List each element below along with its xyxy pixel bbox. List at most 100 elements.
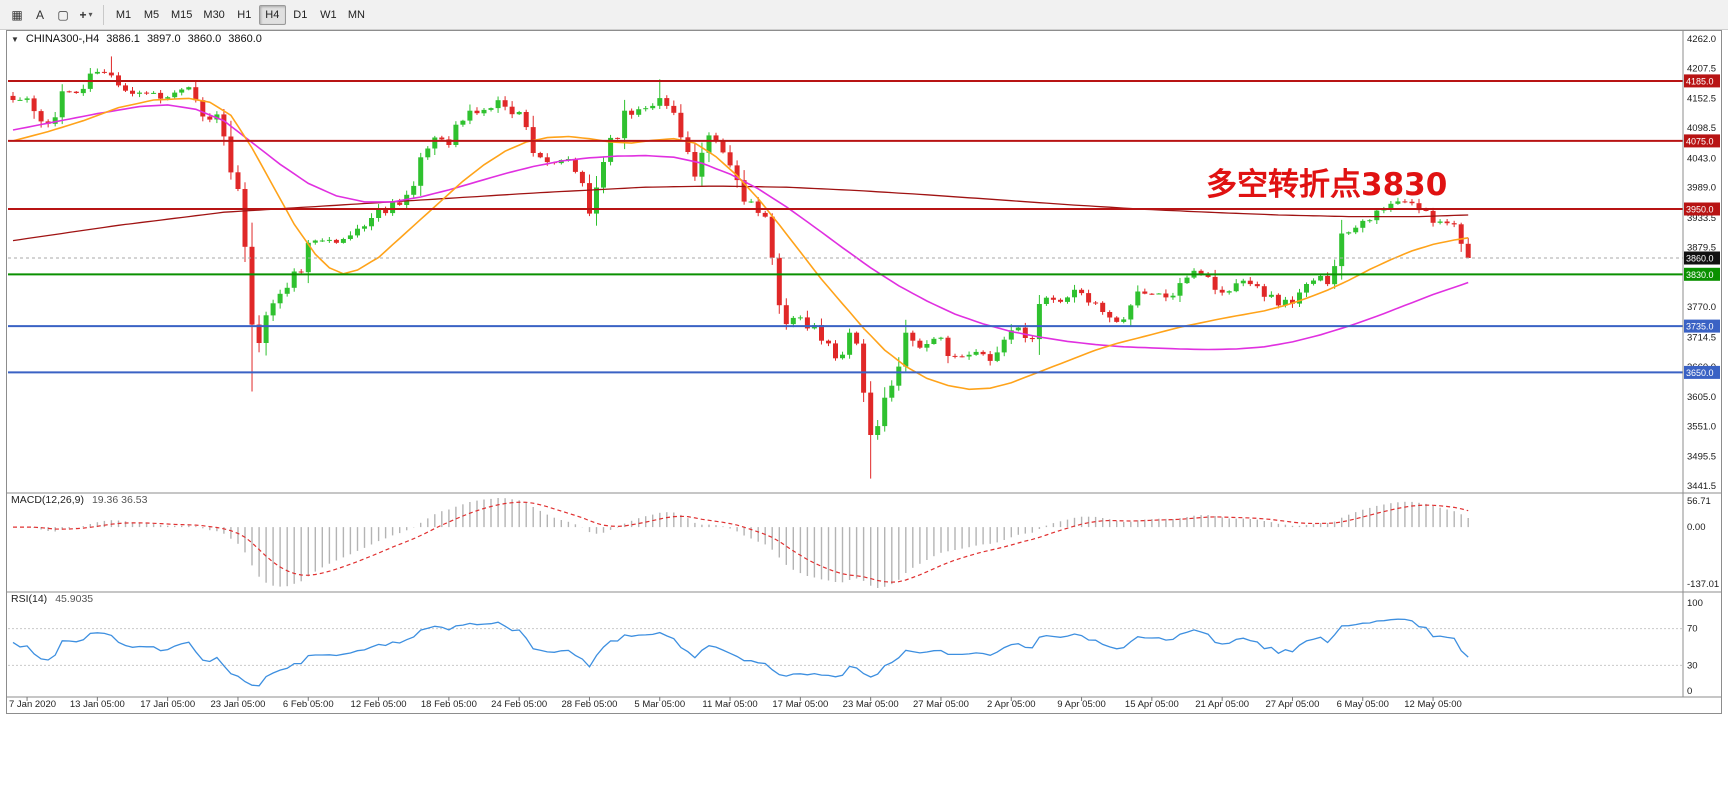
- cursor-tool-button[interactable]: A: [35, 7, 44, 22]
- price-tag: 3830.0: [1684, 267, 1720, 281]
- macd-signal-line: [13, 501, 1469, 583]
- macd-panel: 56.71 0.00 -137.01: [13, 496, 1719, 590]
- macd-label: MACD(12,26,9) 19.36 36.53: [11, 494, 147, 506]
- svg-text:3830.0: 3830.0: [1686, 270, 1714, 280]
- svg-text:21 Apr 05:00: 21 Apr 05:00: [1195, 699, 1249, 710]
- timeframe-button-w1[interactable]: W1: [320, 8, 337, 21]
- svg-text:7 Jan 2020: 7 Jan 2020: [9, 699, 56, 710]
- svg-text:-137.01: -137.01: [1687, 579, 1719, 590]
- candles-layer: [10, 56, 1471, 479]
- svg-text:4043.0: 4043.0: [1687, 153, 1716, 164]
- crosshair-icon: +: [79, 7, 87, 22]
- svg-text:3860.0: 3860.0: [1686, 254, 1714, 264]
- open-value: 3886.1: [106, 33, 140, 45]
- svg-text:3441.5: 3441.5: [1687, 481, 1716, 492]
- horizontal-lines: [8, 79, 1683, 374]
- time-axis[interactable]: 7 Jan 2020 13 Jan 05:00 17 Jan 05:00 23 Jan…: [7, 696, 1721, 710]
- svg-text:28 Feb 05:00: 28 Feb 05:00: [561, 699, 617, 710]
- price-tag: 3650.0: [1684, 365, 1720, 379]
- price-chart[interactable]: 7 Jan 2020 13 Jan 05:00 17 Jan 05:00 23 Jan…: [7, 31, 1721, 713]
- price-tag: 3860.0: [1684, 251, 1720, 265]
- svg-text:13 Jan 05:00: 13 Jan 05:00: [70, 699, 125, 710]
- rsi-line: [12, 618, 1469, 687]
- rsi-value: 45.9035: [55, 593, 94, 605]
- timeframe-button-m30[interactable]: M30: [203, 8, 225, 21]
- close-value: 3860.0: [228, 33, 262, 45]
- svg-text:3879.5: 3879.5: [1687, 242, 1716, 253]
- svg-text:24 Feb 05:00: 24 Feb 05:00: [491, 699, 547, 710]
- svg-text:27 Mar 05:00: 27 Mar 05:00: [913, 699, 969, 710]
- price-tag: 4075.0: [1684, 134, 1720, 148]
- svg-text:4152.5: 4152.5: [1687, 94, 1716, 105]
- toolbar: ▦ A ▢ + ▾ M1 M5 M15 M30 H1 H4 D1 W1 MN: [0, 0, 1728, 30]
- symbol-info: ▼ CHINA300-,H4 3886.1 3897.0 3860.0 3860…: [11, 33, 262, 45]
- svg-text:3989.0: 3989.0: [1687, 183, 1716, 194]
- select-tool-icon[interactable]: ▢: [57, 7, 69, 22]
- svg-text:12 May 05:00: 12 May 05:00: [1404, 699, 1462, 710]
- timeframe-button-h1[interactable]: H1: [237, 8, 252, 21]
- svg-text:17 Mar 05:00: 17 Mar 05:00: [772, 699, 828, 710]
- svg-text:4075.0: 4075.0: [1686, 136, 1714, 146]
- svg-text:3714.5: 3714.5: [1687, 332, 1716, 343]
- dropdown-caret-icon: ▾: [88, 10, 93, 19]
- chart-window: 7 Jan 2020 13 Jan 05:00 17 Jan 05:00 23 Jan…: [6, 30, 1722, 714]
- timeframe-button-d1[interactable]: D1: [293, 8, 308, 21]
- svg-text:27 Apr 05:00: 27 Apr 05:00: [1266, 699, 1320, 710]
- svg-text:17 Jan 05:00: 17 Jan 05:00: [140, 699, 195, 710]
- svg-text:3650.0: 3650.0: [1686, 368, 1714, 378]
- low-value: 3860.0: [187, 33, 222, 45]
- svg-text:0: 0: [1687, 686, 1692, 697]
- rsi-label: RSI(14) 45.9035: [11, 593, 93, 605]
- timeframe-button-group: M1 M5 M15 M30 H1 H4 D1 W1 MN: [110, 4, 370, 25]
- svg-text:3735.0: 3735.0: [1686, 322, 1714, 332]
- svg-text:56.71: 56.71: [1687, 496, 1711, 507]
- ma-slow-darkred: [12, 185, 1469, 242]
- svg-text:100: 100: [1687, 598, 1703, 609]
- svg-text:6 Feb 05:00: 6 Feb 05:00: [283, 699, 334, 710]
- svg-text:3950.0: 3950.0: [1686, 204, 1714, 214]
- price-tag: 4185.0: [1684, 74, 1720, 88]
- crosshair-tool-button[interactable]: + ▾: [75, 4, 97, 26]
- chart-collapse-caret[interactable]: ▼: [11, 35, 19, 44]
- svg-text:4262.0: 4262.0: [1687, 34, 1716, 45]
- symbol-period-label: CHINA300-,H4: [25, 33, 100, 45]
- svg-text:4185.0: 4185.0: [1686, 76, 1714, 86]
- price-axis[interactable]: 4262.0 4207.5 4152.5 4098.5 4043.0 3989.0 3933…: [1684, 34, 1720, 492]
- macd-name: MACD(12,26,9): [11, 494, 84, 506]
- svg-text:3495.5: 3495.5: [1687, 452, 1716, 463]
- svg-text:4207.5: 4207.5: [1687, 64, 1716, 75]
- svg-text:70: 70: [1687, 624, 1698, 635]
- toolbar-separator: [103, 4, 104, 25]
- svg-text:3933.5: 3933.5: [1687, 213, 1716, 224]
- timeframe-button-m5[interactable]: M5: [143, 8, 160, 21]
- macd-values: 19.36 36.53: [91, 494, 148, 506]
- ma-fast-orange: [12, 97, 1469, 391]
- svg-text:3605.0: 3605.0: [1687, 392, 1716, 403]
- high-value: 3897.0: [146, 33, 181, 45]
- timeframe-button-mn[interactable]: MN: [347, 8, 365, 21]
- svg-text:12 Feb 05:00: 12 Feb 05:00: [351, 699, 407, 710]
- price-tag: 3735.0: [1684, 319, 1720, 333]
- svg-text:3551.0: 3551.0: [1687, 421, 1716, 432]
- annotation-text: 多空转折点3830: [1206, 167, 1448, 203]
- svg-text:30: 30: [1687, 660, 1698, 671]
- timeframe-button-m15[interactable]: M15: [171, 8, 193, 21]
- svg-text:15 Apr 05:00: 15 Apr 05:00: [1125, 699, 1179, 710]
- rsi-panel: 100 70 30 0: [8, 598, 1703, 697]
- svg-text:6 May 05:00: 6 May 05:00: [1337, 699, 1389, 710]
- svg-text:4098.5: 4098.5: [1687, 123, 1716, 134]
- rsi-name: RSI(14): [11, 593, 48, 605]
- svg-text:2 Apr 05:00: 2 Apr 05:00: [987, 699, 1036, 710]
- price-tag: 3950.0: [1684, 202, 1720, 216]
- svg-text:23 Mar 05:00: 23 Mar 05:00: [843, 699, 899, 710]
- svg-text:5 Mar 05:00: 5 Mar 05:00: [634, 699, 685, 710]
- svg-text:18 Feb 05:00: 18 Feb 05:00: [421, 699, 477, 710]
- timeframe-button-m1[interactable]: M1: [115, 8, 132, 21]
- chart-grid-icon[interactable]: ▦: [11, 7, 23, 22]
- svg-text:0.00: 0.00: [1687, 522, 1706, 533]
- svg-text:3770.0: 3770.0: [1687, 302, 1716, 313]
- timeframe-button-h4[interactable]: H4: [258, 4, 286, 25]
- svg-text:9 Apr 05:00: 9 Apr 05:00: [1057, 699, 1106, 710]
- svg-text:23 Jan 05:00: 23 Jan 05:00: [210, 699, 265, 710]
- svg-text:11 Mar 05:00: 11 Mar 05:00: [702, 699, 757, 710]
